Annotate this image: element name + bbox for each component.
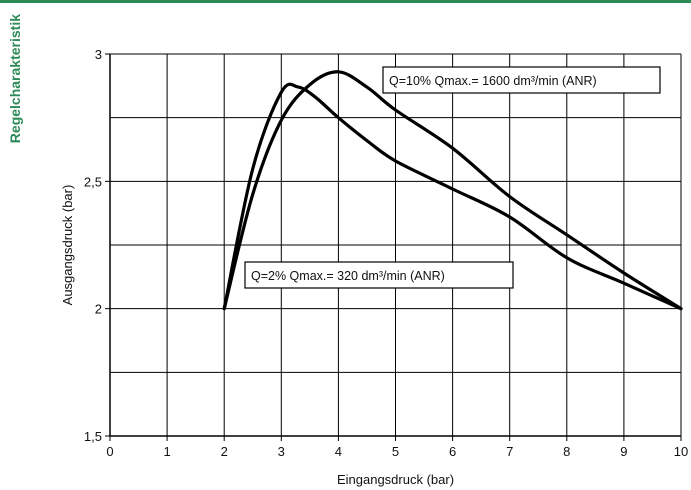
x-tick-label: 1: [163, 444, 170, 459]
series-label-2: Q=2% Qmax.= 320 dm³/min (ANR): [251, 269, 445, 283]
top-accent-rule: [0, 0, 691, 3]
y-tick-label: 2,5: [84, 174, 102, 189]
series-lines: [222, 70, 683, 311]
x-tick-label: 5: [392, 444, 399, 459]
x-tick-label: 6: [449, 444, 456, 459]
series-labels: Q=10% Qmax.= 1600 dm³/min (ANR) Q=2% Qmax…: [244, 66, 661, 289]
x-tick-label: 0: [106, 444, 113, 459]
x-tick-label: 10: [674, 444, 688, 459]
x-axis-label: Eingangsdruck (bar): [337, 472, 454, 487]
series-label-1: Q=10% Qmax.= 1600 dm³/min (ANR): [389, 74, 597, 88]
series-label-box-2: [244, 261, 514, 289]
y-tick-label: 1,5: [84, 429, 102, 444]
x-tick-label: 8: [563, 444, 570, 459]
y-tick-label: 3: [95, 47, 102, 62]
tick-labels: 0 1 2 3 4 5 6 7 8 9 10 1,5 2 2,5 3: [84, 47, 688, 459]
x-tick-label: 7: [506, 444, 513, 459]
x-tick-label: 9: [620, 444, 627, 459]
grid: [109, 53, 682, 437]
series-label-box-1: [382, 66, 661, 94]
x-tick-label: 4: [335, 444, 342, 459]
x-tick-label: 3: [278, 444, 285, 459]
y-axis-label: Ausgangsdruck (bar): [60, 185, 75, 306]
x-tick-label: 2: [221, 444, 228, 459]
series-line-1: [222, 70, 683, 311]
y-tick-label: 2: [95, 302, 102, 317]
series-line-2: [222, 82, 683, 311]
